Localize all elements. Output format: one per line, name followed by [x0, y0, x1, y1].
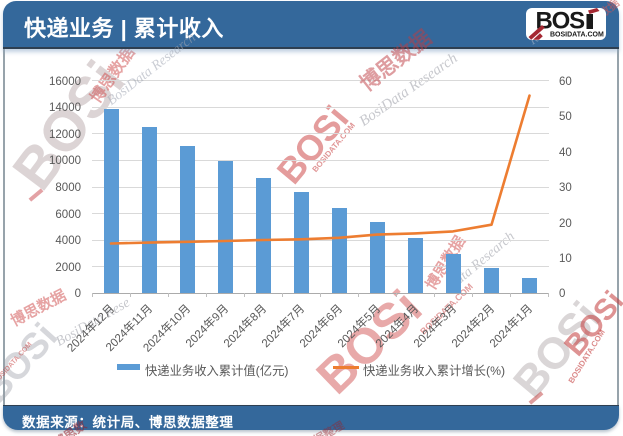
svg-text:BOS: BOS	[536, 8, 586, 35]
svg-text:BOSIDATA.COM: BOSIDATA.COM	[550, 32, 604, 39]
